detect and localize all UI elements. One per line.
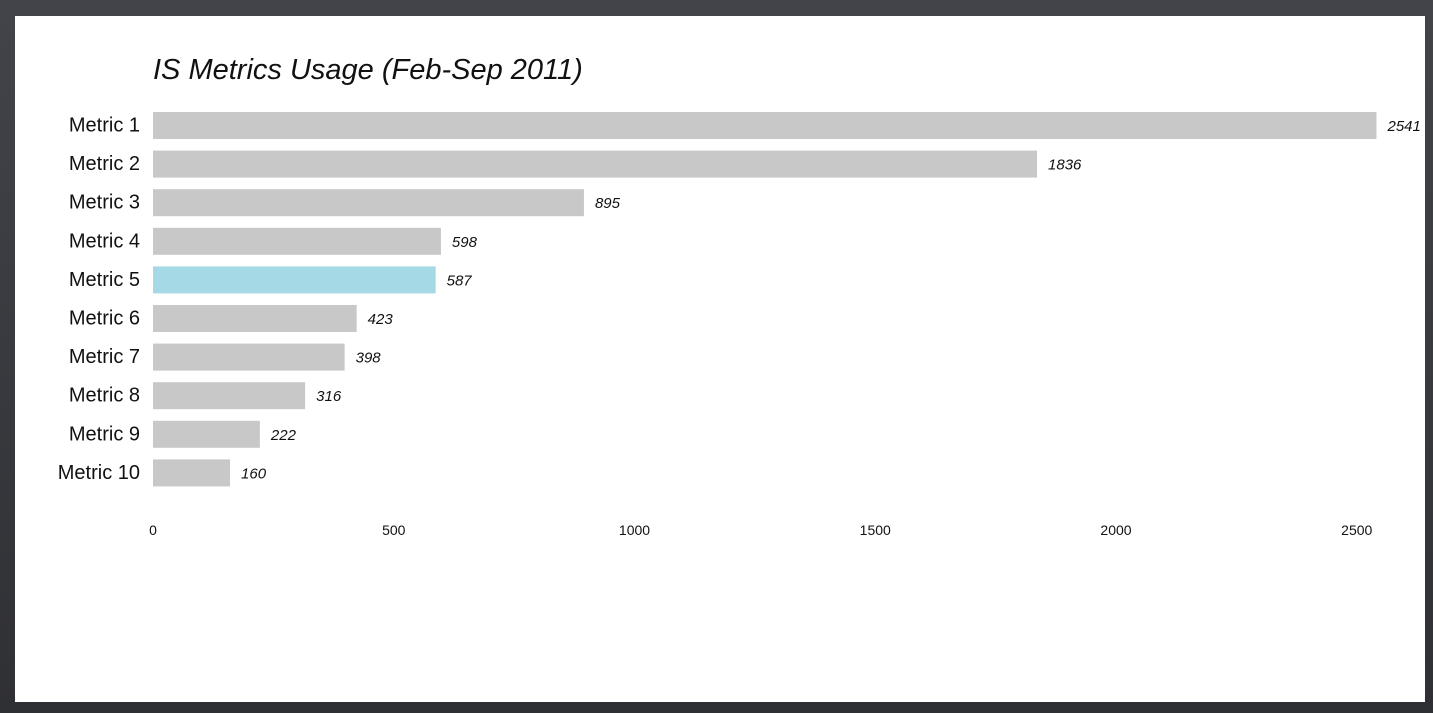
x-tick-label-2000: 2000 [1100, 522, 1131, 538]
value-label-3: 895 [595, 195, 621, 212]
category-label-10: Metric 10 [58, 462, 140, 484]
chart-title: IS Metrics Usage (Feb-Sep 2011) [153, 54, 583, 86]
bar-chart: Metric 1 Metric 2 Metric 3 Metric 4 Metric 5… [58, 112, 1421, 538]
bar-5 [153, 266, 436, 294]
x-tick-label-1000: 1000 [619, 522, 650, 538]
chart-frame: IS Metrics Usage (Feb-Sep 2011) Metric 1… [15, 16, 1425, 702]
x-tick-label-500: 500 [382, 522, 406, 538]
category-label-3: Metric 3 [69, 192, 140, 214]
value-label-9: 222 [270, 427, 297, 444]
category-label-5: Metric 5 [69, 269, 140, 291]
category-label-9: Metric 9 [69, 423, 140, 445]
bar-3 [153, 189, 584, 217]
category-label-4: Metric 4 [69, 230, 140, 252]
value-label-4: 598 [452, 234, 478, 251]
bar-10 [153, 459, 231, 487]
value-label-10: 160 [241, 465, 267, 482]
x-tick-label-0: 0 [149, 522, 157, 538]
bars-layer [153, 112, 1377, 487]
bar-4 [153, 227, 441, 255]
category-label-6: Metric 6 [69, 308, 140, 330]
value-label-2: 1836 [1048, 157, 1082, 174]
value-label-7: 398 [356, 350, 382, 367]
bar-9 [153, 420, 260, 448]
x-tick-label-2500: 2500 [1341, 522, 1372, 538]
bar-6 [153, 305, 357, 332]
bar-2 [153, 150, 1038, 178]
value-label-8: 316 [316, 388, 342, 405]
category-label-2: Metric 2 [69, 153, 140, 175]
x-axis-ticks: 0 500 1000 1500 2000 2500 [149, 522, 1372, 538]
category-label-7: Metric 7 [69, 346, 140, 368]
value-label-1: 2541 [1386, 118, 1420, 135]
category-labels: Metric 1 Metric 2 Metric 3 Metric 4 Metric 5… [58, 115, 140, 484]
value-label-5: 587 [447, 272, 473, 289]
bar-1 [153, 112, 1377, 139]
x-tick-label-1500: 1500 [860, 522, 891, 538]
category-label-1: Metric 1 [69, 115, 140, 137]
category-label-8: Metric 8 [69, 385, 140, 407]
value-labels: 2541 1836 895 598 587 423 398 316 222 160 [241, 118, 1421, 482]
bar-8 [153, 382, 306, 410]
value-label-6: 423 [368, 311, 394, 328]
bar-7 [153, 343, 345, 371]
